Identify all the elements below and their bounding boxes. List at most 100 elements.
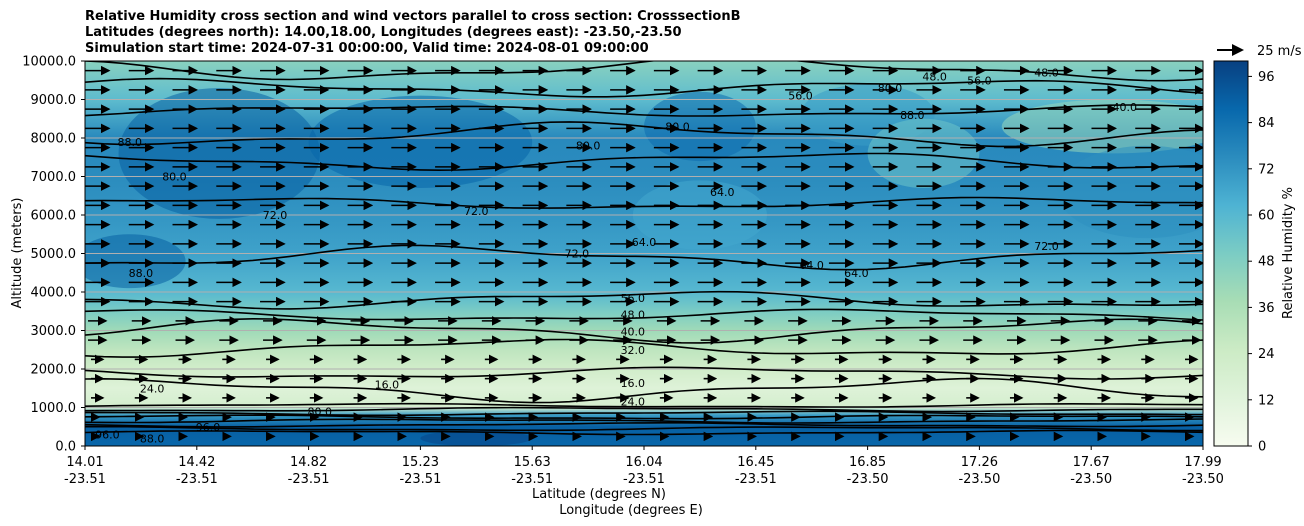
contour-label: 64.0 [632,236,657,249]
contour-line [85,422,1203,428]
x-tick-label-lon: -23.50 [847,472,889,487]
y-tick-label: 2000.0 [31,363,77,378]
x-tick-label-lat: 16.04 [625,455,662,470]
colorbar: 0 12 24 36 48 60 72 84 96 Relative Humidity % [1213,60,1296,455]
y-tick-label: 6000.0 [31,209,77,224]
contour-label: 56.0 [788,90,813,103]
contour-label: 56.0 [967,74,992,87]
contour-label: 88.0 [140,432,165,445]
x-tick-label-lon: -23.51 [399,472,441,487]
colorbar-label: Relative Humidity % [1281,187,1296,319]
x-tick-label-lon: -23.51 [623,472,665,487]
contour-line [85,402,1203,408]
contour-labels: 16.0 16.0 24.0 24.0 32.0 40.0 48.0 56.0 64.0 72.0… [95,67,1137,446]
colorbar-tick-label: 12 [1258,393,1275,408]
colorbar-tick-label: 36 [1258,301,1275,316]
colorbar-tick-label: 72 [1258,162,1275,177]
x-tick-label-lat: 14.01 [66,455,103,470]
x-tick-label-lat: 14.82 [290,455,327,470]
contour-label: 32.0 [621,344,646,357]
contour-label: 16.0 [621,377,646,390]
contour-line [85,77,1203,98]
contour-label: 80.0 [308,405,333,418]
title-line-2: Latitudes (degrees north): 14.00,18.00, … [85,25,682,40]
contour-label: 72.0 [565,248,590,261]
quiver-key: 25 m/s [1217,44,1302,59]
x-axis: 14.01 -23.51 14.42 -23.51 14.82 -23.51 15.23 -2… [64,446,1224,487]
contour-line [85,308,1203,321]
x-tick-label-lat: 17.67 [1073,455,1110,470]
contour-label: 72.0 [464,205,489,218]
y-tick-label: 1000.0 [31,401,77,416]
x-tick-label-lon: -23.51 [64,472,106,487]
contour-label: 80.0 [665,120,690,133]
contour-label: 88.0 [117,136,142,149]
colorbar-tick-label: 60 [1258,209,1275,224]
contour-label: 24.0 [621,396,646,409]
x-tick-label-lat: 16.45 [737,455,774,470]
y-tick-label: 7000.0 [31,170,77,185]
contour-label: 48.0 [621,308,646,321]
contour-line [85,244,1203,271]
contour-line [85,338,1203,358]
contour-line [85,104,1203,117]
y-tick-label: 5000.0 [31,247,77,262]
grid-lines [85,61,1203,446]
contour-label: 80.0 [878,82,903,95]
contour-label: 64.0 [799,259,824,272]
quiver-key-label: 25 m/s [1257,44,1302,59]
contour-line [85,317,1203,344]
x-axis-title-latitude: Latitude (degrees N) [532,487,666,502]
contour-label: 64.0 [844,267,869,280]
contour-label: 16.0 [375,378,400,391]
contour-label: 48.0 [922,70,947,83]
y-tick-label: 4000.0 [31,286,77,301]
colorbar-tick-label: 0 [1258,440,1266,455]
humidity-patch [644,91,756,162]
y-tick-label: 10000.0 [22,55,76,70]
contour-label: 96.0 [196,421,221,434]
x-tick-label-lon: -23.51 [511,472,553,487]
colorbar-ticks: 0 12 24 36 48 60 72 84 96 [1248,70,1275,455]
humidity-patch [85,234,186,289]
colorbar-tick-label: 48 [1258,255,1275,270]
colorbar-tick-label: 24 [1258,347,1275,362]
x-tick-label-lat: 15.63 [514,455,551,470]
contour-line [85,152,1203,172]
contour-label: 80.0 [576,140,601,153]
contour-label: 40.0 [621,325,646,338]
colorbar-tick-label: 96 [1258,70,1275,85]
contour-label: 56.0 [621,292,646,305]
x-tick-label-lon: -23.51 [288,472,330,487]
contour-label: 40.0 [1112,101,1137,114]
colorbar-gradient [1213,60,1249,447]
title-line-3: Simulation start time: 2024-07-31 00:00:… [85,41,649,56]
x-tick-label-lat: 15.23 [402,455,439,470]
contour-label: 72.0 [1034,240,1059,253]
contour-line [85,406,1203,413]
x-tick-label-lat: 17.99 [1184,455,1221,470]
x-tick-label-lon: -23.51 [735,472,777,487]
x-tick-label-lat: 14.42 [178,455,215,470]
y-tick-label: 3000.0 [31,324,77,339]
x-tick-label-lat: 16.85 [849,455,886,470]
y-tick-label: 8000.0 [31,132,77,147]
plot-area [85,61,1203,446]
x-tick-label-lon: -23.50 [958,472,1000,487]
wind-vectors [85,65,1203,442]
contour-line [85,425,1203,432]
y-axis-title: Altitude (meters) [10,198,25,309]
x-tick-label-lon: -23.50 [1070,472,1112,487]
contour-label: 80.0 [162,171,187,184]
x-axis-title-longitude: Longitude (degrees E) [559,503,703,518]
x-tick-label-lon: -23.50 [1182,472,1224,487]
contour-label: 64.0 [710,186,735,199]
contour-label: 24.0 [140,382,165,395]
contour-label: 48.0 [1034,67,1059,80]
y-tick-label: 0.0 [55,440,76,455]
x-tick-label-lon: -23.51 [176,472,218,487]
contour-label: 88.0 [900,109,925,122]
y-axis: 0.0 1000.0 2000.0 3000.0 4000.0 5000.0 6000.0 7… [22,55,85,455]
contour-label: 88.0 [129,267,154,280]
